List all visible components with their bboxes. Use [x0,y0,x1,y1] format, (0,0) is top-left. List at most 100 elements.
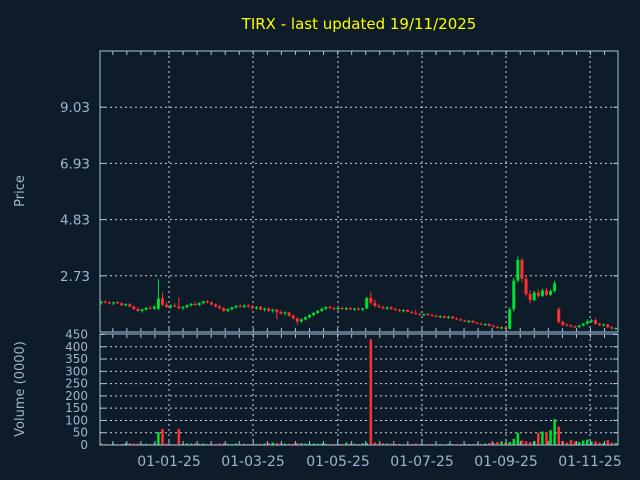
date-tick-label: 01-03-25 [221,454,285,470]
price-tick-label: 2.73 [60,269,90,285]
volume-bar [304,443,307,445]
candle-body [140,309,144,311]
candle-body [365,298,369,309]
candle-body [132,306,136,309]
volume-bar [324,443,328,445]
candle-body [193,303,197,305]
volume-bar [300,443,303,445]
candle-body [250,306,254,309]
candle-body [177,306,181,309]
price-panel-frame [99,50,619,333]
candle-body [508,309,512,329]
candle-body [536,292,540,296]
volume-tick-label: 150 [65,401,88,415]
candle-body [209,302,213,305]
candle-body [549,291,553,295]
candle-body [128,304,132,307]
volume-bar [492,442,495,445]
volume-bar [496,442,499,445]
volume-bar [124,443,127,445]
candle-body [414,312,418,315]
volume-bar [185,443,189,445]
volume-bar [349,443,352,445]
volume-bar [565,442,569,445]
candle-body [500,327,504,329]
candle-body [99,301,103,303]
candle-body [610,327,614,329]
candle-body [397,310,401,312]
candle-body [320,308,324,311]
volume-bar [226,443,230,445]
candle-body [577,325,581,328]
volume-bar [267,443,270,445]
volume-bar [545,432,548,445]
candle-body [491,325,495,327]
date-tick-label: 01-11-25 [558,454,622,470]
candle-body [455,318,459,320]
volume-bar [614,443,618,445]
candle-body [197,303,201,305]
volume-bar [291,443,295,445]
volume-bar [553,419,556,445]
candle-body [528,293,532,301]
volume-bar [222,443,225,445]
candle-body [557,309,561,323]
candle-body [516,260,520,281]
volume-bar [345,442,348,445]
candle-body [218,306,222,309]
candle-body [381,307,385,309]
candle-body [389,307,393,309]
candle-body [169,305,173,307]
volume-tick-label: 100 [65,413,88,427]
candle-body [312,312,316,316]
volume-bar [549,430,552,445]
candle-body [451,316,455,319]
candle-body [230,307,234,310]
volume-bar [573,441,577,445]
candle-body [524,278,528,294]
candle-body [352,308,356,310]
candle-body [463,320,467,322]
plot-area: 2.73 4.83 6.93 9.03 050100150200250300350400… [60,50,622,470]
volume-bar [320,443,324,445]
candle-body [475,322,479,324]
candle-body [565,324,569,326]
volume-tick-label: 400 [65,340,88,354]
volume-bar [165,443,168,445]
volume-bar [463,443,467,445]
volume-tick-label: 250 [65,377,88,391]
candle-body [344,308,348,310]
candle-body [569,325,573,327]
candle-body [287,312,291,316]
candle-body [279,311,283,314]
candle-body [418,314,422,316]
candle-body [120,303,124,306]
candle-body [259,307,263,310]
volume-bar [373,442,377,445]
volume-bar [569,440,573,445]
candle-body [614,327,618,330]
volume-bar [557,426,560,445]
candle-body [340,307,344,309]
volume-bar [202,443,205,445]
volume-bar [361,443,364,445]
volume-bar [287,443,291,445]
candle-body [606,324,610,328]
volume-bar [537,432,540,445]
volume-bar [541,431,544,445]
volume-tick-label: 50 [73,426,88,440]
candle-body [111,302,115,304]
candle-body [598,323,602,326]
volume-bar [377,443,381,445]
price-tick-label: 4.83 [60,213,90,229]
candle-body [369,298,373,303]
candle-body [479,323,483,325]
volume-bar [508,442,511,445]
volume-bar [369,339,373,445]
candle-body [459,319,463,321]
candle-body [181,307,185,309]
candle-body [373,302,377,307]
volume-panel-frame [99,333,619,446]
price-tick-label: 9.03 [60,100,90,116]
